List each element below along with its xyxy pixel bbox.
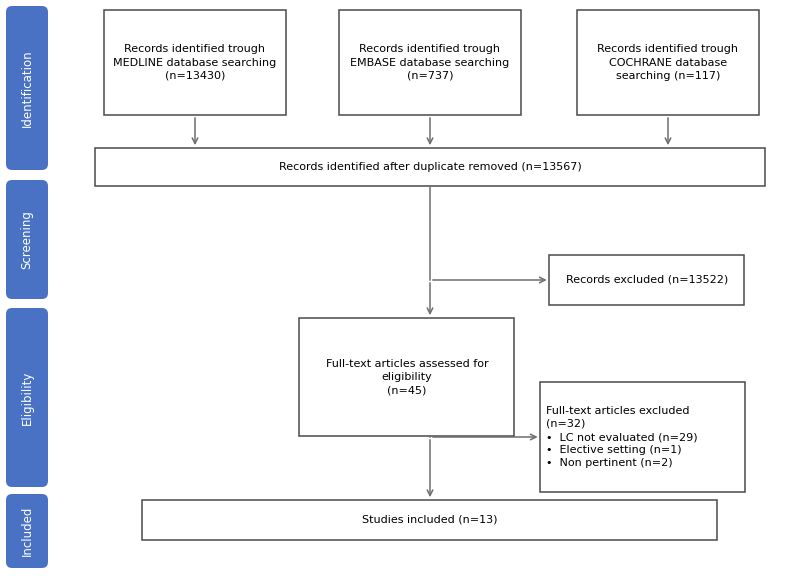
FancyBboxPatch shape (143, 500, 717, 540)
FancyBboxPatch shape (95, 148, 765, 186)
Text: Full-text articles assessed for
eligibility
(n=45): Full-text articles assessed for eligibil… (326, 359, 489, 395)
Text: Records identified trough
EMBASE database searching
(n=737): Records identified trough EMBASE databas… (351, 44, 509, 81)
FancyBboxPatch shape (549, 255, 744, 305)
FancyBboxPatch shape (300, 318, 515, 436)
Text: Studies included (n=13): Studies included (n=13) (363, 515, 498, 525)
FancyBboxPatch shape (6, 308, 48, 487)
FancyBboxPatch shape (540, 382, 745, 492)
FancyBboxPatch shape (577, 10, 759, 115)
FancyBboxPatch shape (6, 180, 48, 299)
Text: Records identified after duplicate removed (n=13567): Records identified after duplicate remov… (279, 162, 581, 172)
Text: Identification: Identification (21, 49, 33, 127)
FancyBboxPatch shape (104, 10, 286, 115)
Text: Records identified trough
MEDLINE database searching
(n=13430): Records identified trough MEDLINE databa… (113, 44, 277, 81)
Text: Eligibility: Eligibility (21, 370, 33, 425)
Text: Records identified trough
COCHRANE database
searching (n=117): Records identified trough COCHRANE datab… (598, 44, 739, 81)
Text: Full-text articles excluded
(n=32)
•  LC not evaluated (n=29)
•  Elective settin: Full-text articles excluded (n=32) • LC … (547, 406, 698, 468)
Text: Records excluded (n=13522): Records excluded (n=13522) (566, 275, 728, 285)
FancyBboxPatch shape (6, 494, 48, 568)
Text: Screening: Screening (21, 210, 33, 269)
FancyBboxPatch shape (339, 10, 521, 115)
FancyBboxPatch shape (6, 6, 48, 170)
Text: Included: Included (21, 506, 33, 556)
